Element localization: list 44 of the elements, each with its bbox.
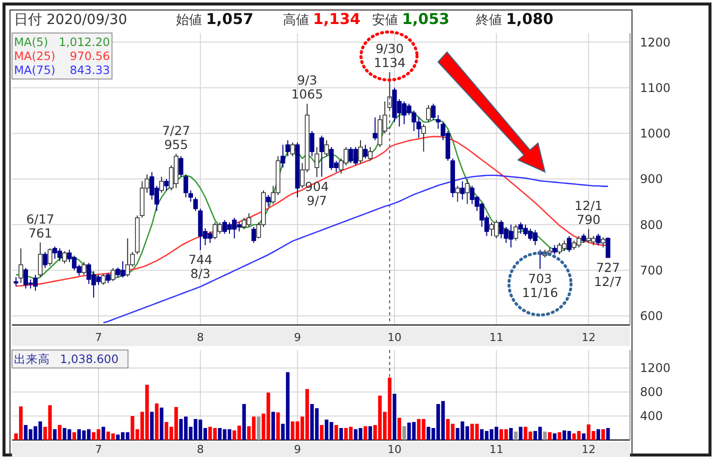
y-tick-label: 1100 bbox=[640, 80, 671, 95]
annotation: 843.33 bbox=[70, 63, 110, 77]
annotation: 12/1 790 bbox=[574, 198, 603, 228]
y-tick-label: 400 bbox=[640, 409, 663, 424]
text: MA(75) bbox=[14, 63, 56, 77]
annotation: 1,012.20 bbox=[58, 35, 110, 49]
annotation: 970.56 bbox=[70, 49, 110, 63]
chart-title: 日付 2020/09/30 bbox=[14, 12, 128, 28]
text: MA(5) bbox=[14, 35, 48, 49]
y-tick-label: 900 bbox=[640, 172, 663, 186]
x-tick-label: 12 bbox=[582, 443, 596, 456]
y-tick-label: 1200 bbox=[640, 35, 671, 50]
x-tick-label: 11 bbox=[489, 331, 504, 344]
x-tick-label: 7 bbox=[94, 331, 102, 344]
text: MA(25) bbox=[14, 49, 56, 63]
annotation: 703 11/16 bbox=[522, 270, 558, 300]
y-tick-label: 800 bbox=[640, 218, 663, 232]
x-tick-label: 7 bbox=[94, 443, 102, 456]
x-tick-label: 12 bbox=[582, 331, 596, 344]
annotation: 744 8/3 bbox=[188, 252, 212, 282]
x-tick-label: 10 bbox=[387, 331, 402, 344]
y-tick-label: 1000 bbox=[640, 126, 671, 141]
y-tick-label: 700 bbox=[640, 263, 663, 278]
annotation: 9/30 1134 bbox=[374, 41, 406, 70]
x-tick-label: 9 bbox=[294, 443, 301, 456]
y-tick-label: 1200 bbox=[640, 361, 671, 376]
x-tick-label: 8 bbox=[196, 331, 204, 344]
x-tick-label: 8 bbox=[196, 443, 204, 456]
text: 出来高 bbox=[14, 352, 50, 366]
annotation: 6/17 761 bbox=[26, 211, 54, 240]
annotation: 1,038.600 bbox=[60, 352, 119, 366]
annotation: 9/3 1065 bbox=[291, 72, 324, 102]
text: 安値 1,053 bbox=[372, 10, 450, 28]
x-tick-label: 11 bbox=[489, 443, 504, 456]
annotation: 7/27 955 bbox=[162, 122, 190, 152]
annotation: 727 12/7 bbox=[594, 260, 622, 289]
text: 始値 1,057 bbox=[176, 10, 254, 28]
text: 終値 1,080 bbox=[475, 10, 554, 28]
x-tick-label: 10 bbox=[387, 443, 402, 456]
x-tick-label: 9 bbox=[294, 331, 301, 344]
text: 高値 1,134 bbox=[283, 10, 360, 28]
annotation: 904 9/7 bbox=[304, 179, 329, 208]
y-tick-label: 600 bbox=[640, 309, 663, 324]
y-tick-label: 800 bbox=[640, 385, 663, 400]
